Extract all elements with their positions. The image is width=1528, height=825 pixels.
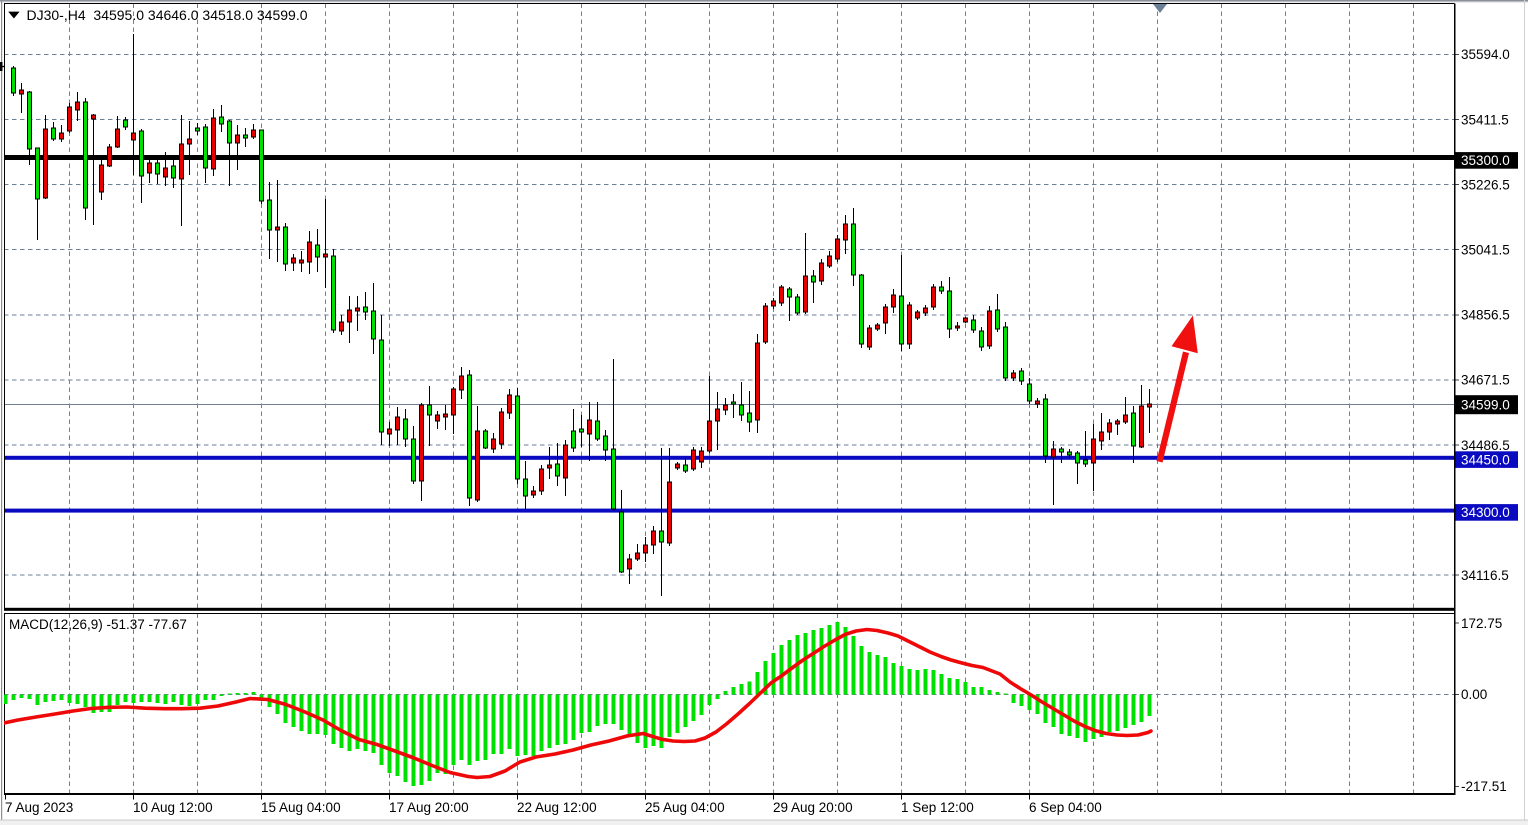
svg-text:35041.5: 35041.5 (1461, 243, 1510, 258)
svg-text:0.00: 0.00 (1461, 687, 1487, 702)
svg-text:22 Aug 12:00: 22 Aug 12:00 (517, 800, 597, 815)
svg-text:35411.5: 35411.5 (1461, 112, 1509, 127)
svg-text:29 Aug 20:00: 29 Aug 20:00 (773, 800, 853, 815)
svg-text:34300.0: 34300.0 (1461, 505, 1510, 520)
svg-text:6 Sep 04:00: 6 Sep 04:00 (1029, 800, 1102, 815)
svg-text:172.75: 172.75 (1461, 616, 1502, 631)
svg-text:10 Aug 12:00: 10 Aug 12:00 (133, 800, 213, 815)
svg-text:35594.0: 35594.0 (1461, 47, 1510, 62)
svg-text:34599.0: 34599.0 (1461, 398, 1510, 413)
svg-text:35300.0: 35300.0 (1461, 153, 1510, 168)
svg-text:MACD(12,26,9) -51.37 -77.67: MACD(12,26,9) -51.37 -77.67 (9, 617, 187, 632)
svg-text:25 Aug 04:00: 25 Aug 04:00 (645, 800, 725, 815)
svg-text:34671.5: 34671.5 (1461, 373, 1510, 388)
svg-text:34486.5: 34486.5 (1461, 438, 1510, 453)
svg-text:34856.5: 34856.5 (1461, 308, 1510, 323)
svg-text:15 Aug 04:00: 15 Aug 04:00 (261, 800, 341, 815)
svg-text:7 Aug 2023: 7 Aug 2023 (5, 800, 73, 815)
svg-text:34116.5: 34116.5 (1461, 568, 1509, 583)
svg-text:35226.5: 35226.5 (1461, 177, 1510, 192)
svg-text:34450.0: 34450.0 (1461, 452, 1510, 467)
svg-text:-217.51: -217.51 (1461, 779, 1507, 794)
svg-text:17 Aug 20:00: 17 Aug 20:00 (389, 800, 469, 815)
svg-text:1 Sep 12:00: 1 Sep 12:00 (901, 800, 974, 815)
svg-text:DJ30-,H4 34595.0 34646.0 3451: DJ30-,H4 34595.0 34646.0 34518.0 34599.0 (27, 7, 308, 23)
